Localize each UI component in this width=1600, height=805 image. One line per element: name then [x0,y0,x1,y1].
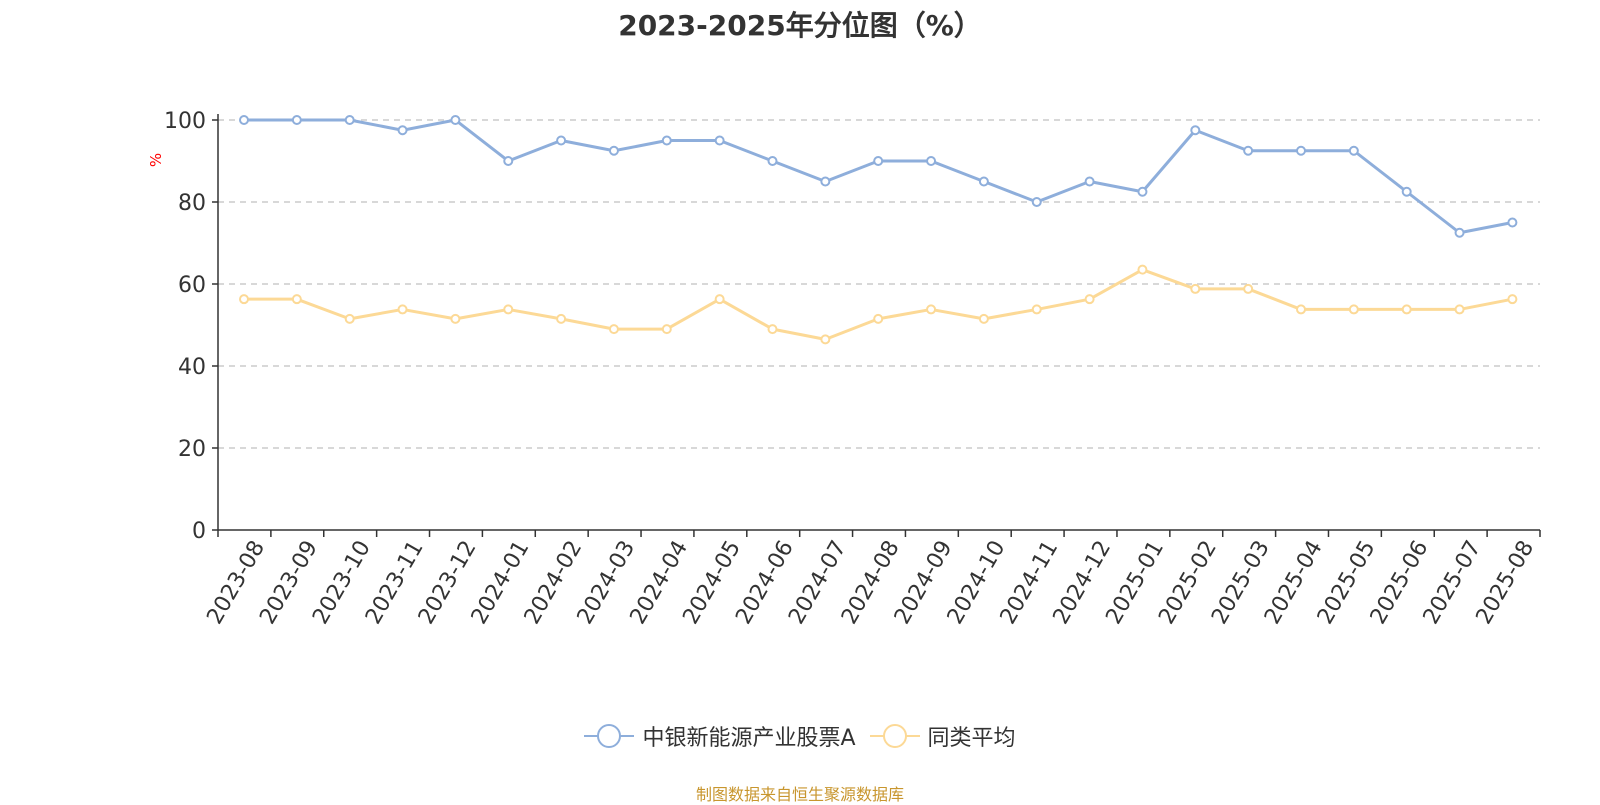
data-point [1296,304,1306,315]
data-point [714,135,725,146]
data-point [344,313,355,324]
data-point [926,156,937,166]
data-point [1454,227,1465,238]
data-point [1031,197,1042,207]
data-point [661,324,672,335]
data-point [1137,186,1148,197]
series [239,115,1518,345]
data-point [1507,217,1518,228]
data-point [978,176,989,187]
data-point [344,115,355,125]
data-point [397,304,408,315]
data-point [661,135,672,146]
y-tick-label: 100 [164,109,206,134]
data-point [820,334,831,345]
data-point [978,313,989,324]
data-point [1243,283,1254,294]
data-point [1296,145,1306,156]
data-point [291,115,302,125]
legend: 中银新能源产业股票A 同类平均 [0,720,1600,752]
grid-lines [218,119,1540,449]
y-tick-label: 0 [192,519,206,544]
data-point [1084,176,1095,187]
y-tick-label: 80 [178,191,206,216]
data-point [1190,283,1201,294]
data-point [1190,125,1201,136]
data-point [239,115,249,125]
line-chart: 0204060801002023-082023-092023-102023-11… [147,109,1541,629]
data-point [714,294,725,305]
data-point [608,145,619,156]
y-tick-label: 60 [178,273,206,298]
data-point [556,313,567,324]
data-point [450,313,461,324]
data-point [397,125,408,136]
data-point [820,176,831,187]
data-point [556,135,567,146]
y-axis-label: % [147,153,165,167]
data-point [1137,264,1148,275]
legend-item-series-1[interactable]: 中银新能源产业股票A [584,720,856,752]
data-point [503,304,514,315]
legend-marker-icon [869,724,920,748]
legend-item-series-2[interactable]: 同类平均 [869,720,1016,752]
data-point [1454,304,1465,315]
data-point [503,156,514,166]
data-point [873,313,884,324]
data-point [1348,304,1359,315]
data-point [767,156,778,166]
data-point [239,294,249,305]
data-point [291,294,302,305]
data-point [873,156,884,166]
data-point [767,324,778,335]
series-line-1 [244,118,1513,235]
data-point [1401,304,1412,315]
axes: 0204060801002023-082023-092023-102023-11… [164,109,1541,629]
data-point [1084,294,1095,305]
y-tick-label: 20 [178,437,206,462]
series-line-2 [244,268,1513,341]
data-point [1401,186,1412,197]
chart-title: 2023-2025年分位图（%） [618,9,982,42]
data-point [926,304,937,315]
data-point [1031,304,1042,315]
data-point [450,115,461,125]
legend-label: 同类平均 [927,726,1016,751]
data-point [608,324,619,335]
legend-marker-icon [584,724,635,748]
y-tick-label: 40 [178,355,206,380]
legend-label: 中银新能源产业股票A [642,726,856,751]
source-note: 制图数据来自恒生聚源数据库 [695,785,904,804]
data-point [1507,294,1518,305]
data-point [1348,145,1359,156]
data-point [1243,145,1254,156]
